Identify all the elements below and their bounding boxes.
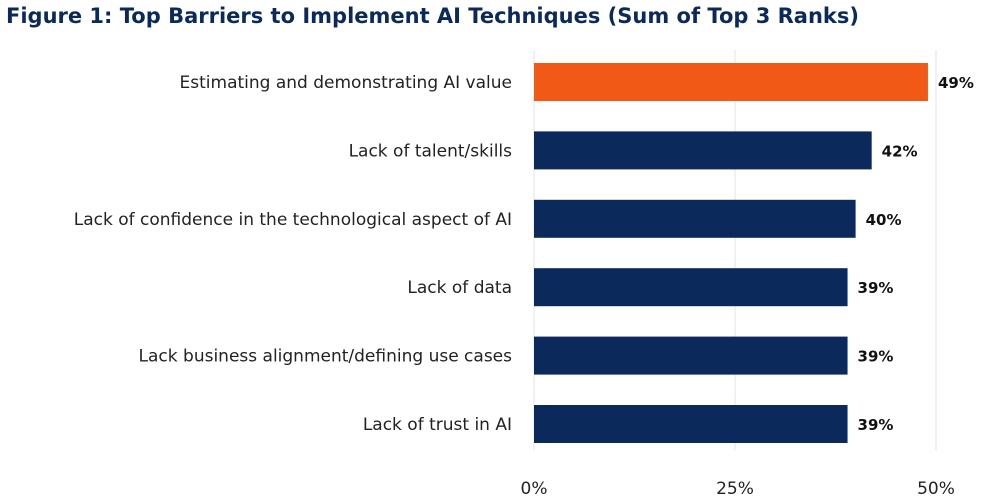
category-label: Lack of talent/skills (349, 141, 513, 161)
grid-lines (533, 50, 937, 450)
bar-1 (534, 131, 872, 170)
bars (534, 63, 928, 443)
category-label: Lack of confidence in the technological … (74, 210, 512, 230)
bar-5 (534, 405, 848, 443)
x-tick-label: 50% (917, 479, 955, 499)
value-label: 39% (858, 348, 894, 366)
x-tick-label: 25% (716, 479, 754, 499)
bar-2 (534, 199, 856, 238)
value-label: 42% (882, 142, 918, 160)
value-label: 39% (858, 416, 894, 434)
category-label: Lack business alignment/defining use cas… (139, 347, 513, 367)
x-axis-ticks: 0% 25% 50% (521, 479, 955, 499)
value-label: 40% (866, 211, 902, 229)
category-label: Lack of data (407, 278, 512, 298)
category-label: Estimating and demonstrating AI value (180, 73, 512, 93)
x-tick-label: 0% (521, 479, 548, 499)
bar-0 (534, 63, 928, 101)
value-label: 39% (858, 279, 894, 297)
chart-title: Figure 1: Top Barriers to Implement AI T… (6, 4, 859, 28)
value-label: 49% (938, 74, 974, 92)
value-labels: 49% 42% 40% 39% 39% 39% (858, 74, 974, 434)
category-labels: Estimating and demonstrating AI value Lac… (74, 73, 512, 435)
bar-4 (534, 336, 848, 375)
category-label: Lack of trust in AI (363, 415, 512, 435)
bar-3 (534, 268, 848, 307)
